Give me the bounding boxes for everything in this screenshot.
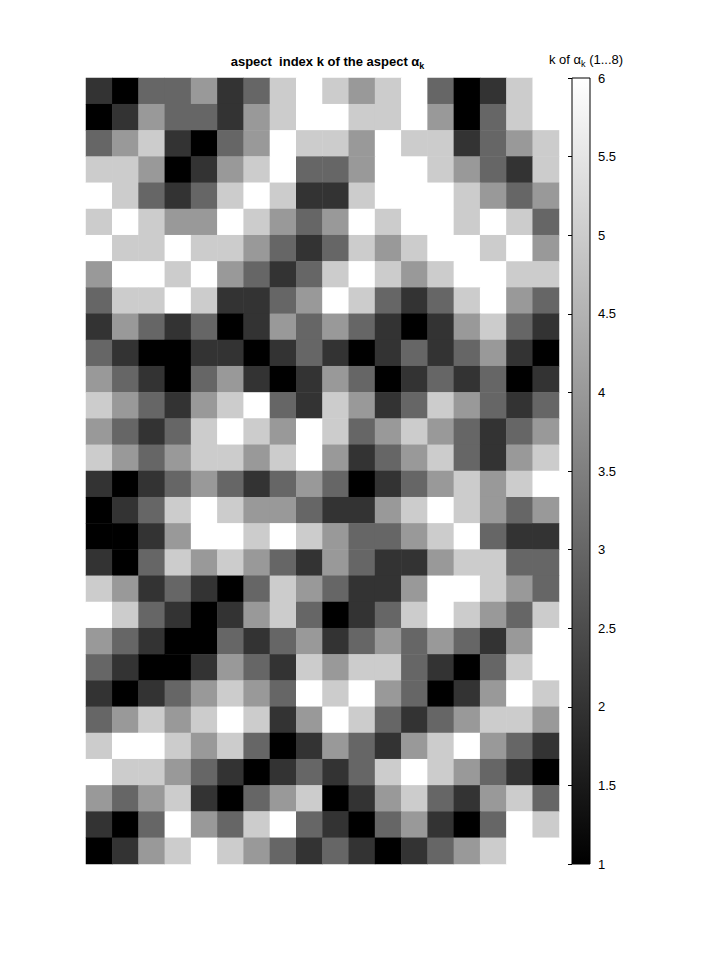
svg-text:1.5: 1.5 (598, 778, 616, 793)
svg-text:3.5: 3.5 (598, 464, 616, 479)
svg-text:6: 6 (598, 71, 605, 86)
svg-text:5.5: 5.5 (598, 149, 616, 164)
svg-text:k: k (581, 58, 586, 69)
svg-text:k of α: k of α (549, 52, 582, 67)
svg-text:2.5: 2.5 (598, 621, 616, 636)
svg-text:3: 3 (598, 542, 605, 557)
svg-text:2: 2 (598, 699, 605, 714)
svg-text:k: k (419, 61, 425, 71)
svg-text:1: 1 (598, 857, 605, 872)
svg-text:(1...8): (1...8) (586, 52, 624, 67)
svg-text:4.5: 4.5 (598, 306, 616, 321)
svg-text:4: 4 (598, 385, 605, 400)
svg-text:5: 5 (598, 228, 605, 243)
svg-text:aspect index k of the aspect: aspect index k of the aspect α (231, 54, 420, 69)
